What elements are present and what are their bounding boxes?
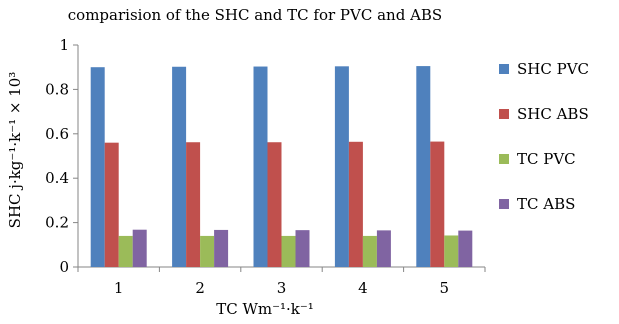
legend-swatch [499, 154, 509, 164]
legend-label: TC PVC [517, 150, 576, 168]
y-tick-label: 0.8 [45, 80, 69, 98]
bar [90, 67, 105, 267]
legend-swatch [499, 109, 509, 119]
bar [281, 235, 296, 267]
x-tick-label: 2 [195, 279, 205, 297]
bar [186, 142, 201, 267]
bar [132, 229, 147, 267]
legend-label: SHC ABS [517, 105, 589, 123]
legend-swatch [499, 199, 509, 209]
y-tick-label: 0.2 [45, 214, 69, 232]
bar [362, 235, 377, 267]
y-tick-label: 0 [59, 258, 69, 276]
y-axis-label: SHC j·kg⁻¹·k⁻¹ × 10³ [6, 72, 24, 229]
bar [376, 230, 391, 267]
x-tick-label: 5 [440, 279, 450, 297]
bar [104, 142, 119, 267]
legend-swatch [499, 64, 509, 74]
y-tick-label: 0.6 [45, 125, 69, 143]
x-tick-label: 3 [277, 279, 287, 297]
bar [214, 229, 229, 267]
x-tick-label: 1 [114, 279, 124, 297]
plot-area: 0 0.2 0.4 0.6 0.8 1 1 2 3 4 5 [45, 36, 486, 297]
x-tick-label: 4 [358, 279, 368, 297]
bar [348, 141, 363, 267]
bar [430, 141, 445, 267]
bar [295, 230, 310, 267]
bar [334, 66, 349, 267]
y-tick-label: 0.4 [45, 169, 69, 187]
bar [118, 235, 133, 267]
bar [200, 235, 215, 267]
bar [416, 66, 431, 267]
bar [267, 142, 282, 267]
bar [253, 66, 268, 267]
legend: SHC PVC SHC ABS TC PVC TC ABS [499, 60, 589, 213]
bar [172, 66, 187, 267]
y-tick-label: 1 [59, 36, 69, 54]
chart-title: comparision of the SHC and TC for PVC an… [68, 6, 442, 24]
legend-label: SHC PVC [517, 60, 589, 78]
legend-label: TC ABS [517, 195, 575, 213]
bar [444, 235, 459, 267]
bar [458, 230, 473, 267]
x-axis-label: TC Wm⁻¹·k⁻¹ [216, 300, 314, 318]
